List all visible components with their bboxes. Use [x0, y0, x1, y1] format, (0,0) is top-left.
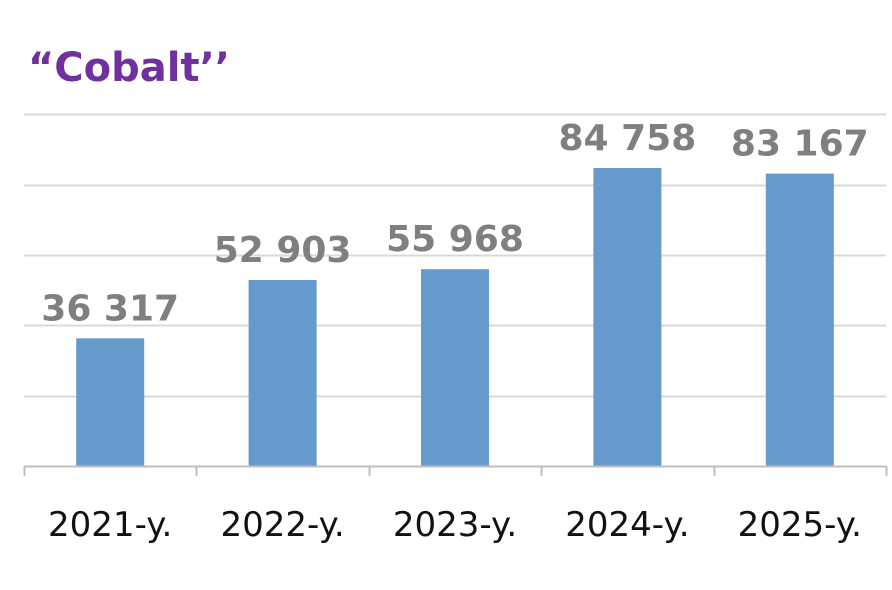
bars	[76, 168, 834, 466]
bar-2023-y.	[421, 269, 489, 466]
bar-2025-y.	[765, 173, 834, 466]
bar-2024-y.	[593, 168, 662, 466]
value-label: 52 903	[214, 230, 352, 271]
x-tick-label: 2024-y.	[565, 505, 689, 545]
x-tick-label: 2022-y.	[220, 505, 344, 545]
value-label: 36 317	[41, 288, 179, 329]
x-axis	[23, 465, 888, 476]
chart-title: “Cobalt’’	[28, 45, 230, 91]
x-tick-label: 2021-y.	[48, 505, 172, 545]
value-labels: 36 317 52 903 55 968 84 758 83 167	[41, 118, 868, 329]
bar-2022-y.	[248, 279, 317, 466]
x-tick-label: 2025-y.	[738, 505, 862, 545]
bar-2021-y.	[76, 338, 145, 466]
value-label: 55 968	[386, 219, 524, 260]
value-label: 83 167	[731, 124, 869, 165]
x-tick-label: 2023-y.	[393, 505, 517, 545]
x-tick-labels: 2021-y. 2022-y. 2023-y. 2024-y. 2025-y.	[48, 505, 862, 545]
value-label: 84 758	[559, 118, 697, 159]
